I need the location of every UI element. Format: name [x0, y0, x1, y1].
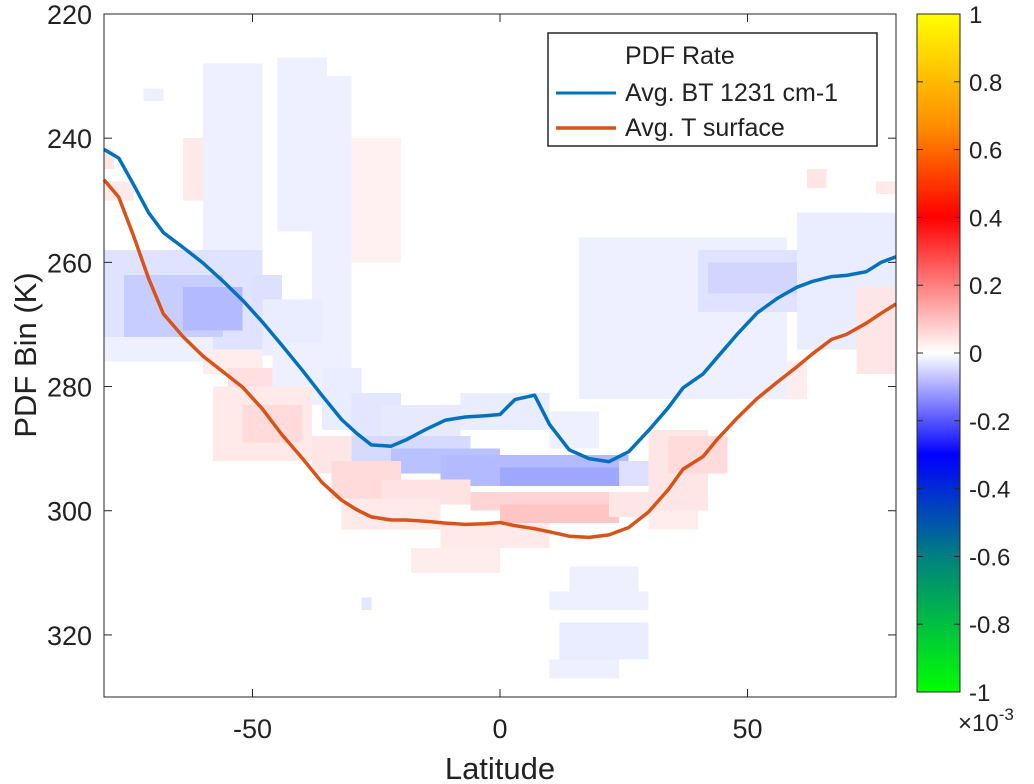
heatmap-cell-35	[341, 498, 441, 530]
colorbar-tick-label-8: 0.6	[969, 138, 1002, 165]
series-lines	[102, 147, 897, 540]
heatmap-cell-33	[500, 504, 619, 524]
heatmap-cell-37	[410, 547, 500, 573]
colorbar-ticks: -1 -0.8 -0.6 -0.4 -0.2 0 0.2 0.4 0.6 0.8 1	[917, 2, 1010, 707]
heatmap-cell-40	[648, 510, 698, 530]
colorbar-tick-label-6: 0.2	[969, 273, 1002, 300]
colorbar-tick-label-1: -0.8	[969, 612, 1010, 639]
x-tick-label-1: 0	[492, 714, 507, 744]
heatmap-cell-4	[203, 63, 263, 250]
heatmap-cell-7	[351, 138, 401, 263]
heatmap-cell-54	[876, 181, 896, 195]
heatmap-cell-28	[500, 467, 629, 486]
legend-entry-bt: Avg. BT 1231 cm-1	[625, 79, 838, 107]
heatmap-cell-43	[549, 591, 649, 611]
y-axis-label: PDF Bin (K)	[8, 272, 43, 437]
heatmap-cell-10	[183, 287, 243, 331]
colorbar: -1 -0.8 -0.6 -0.4 -0.2 0 0.2 0.4 0.6 0.8 1 ×10-3	[916, 2, 1014, 737]
colorbar-tick-label-7: 0.4	[969, 205, 1002, 232]
y-tick-label-0: 220	[47, 0, 92, 30]
colorbar-tick-label-9: 0.8	[969, 70, 1002, 97]
heatmap-cell-42	[569, 566, 639, 592]
colorbar-tick-label-3: -0.4	[969, 477, 1010, 504]
heatmap-cell-15	[227, 367, 273, 387]
colorbar-tick-label-2: -0.6	[969, 544, 1010, 571]
x-axis-label: Latitude	[445, 751, 555, 784]
colorbar-tick-label-5: 0	[969, 341, 982, 368]
y-tick-label-3: 280	[47, 373, 92, 403]
heatmap-cell-21	[549, 411, 599, 449]
colorbar-multiplier-exponent: -3	[999, 705, 1014, 724]
colorbar-multiplier-base: ×10	[958, 710, 999, 737]
colorbar-tick-label-4: -0.2	[969, 409, 1010, 436]
x-axis: -50 0 50	[233, 14, 763, 744]
heatmap-cell-3	[143, 88, 164, 101]
x-tick-label-2: 50	[732, 714, 762, 744]
heatmap-cell-53	[806, 169, 827, 188]
heatmap-cell-0	[104, 150, 114, 170]
y-axis: 220 240 260 280 300 320	[47, 0, 896, 651]
heatmap-cell-39	[668, 436, 728, 474]
y-tick-label-4: 300	[47, 497, 92, 527]
legend: PDF Rate Avg. BT 1231 cm-1 Avg. T surfac…	[547, 32, 878, 147]
series-line-t-surface	[102, 178, 897, 540]
x-tick-label-0: -50	[233, 714, 272, 744]
heatmap-cell-41	[361, 597, 372, 611]
colorbar-multiplier: ×10-3	[958, 705, 1014, 737]
heatmap-cell-48	[707, 262, 797, 294]
heatmap-cell-45	[549, 659, 619, 679]
colorbar-tick-label-10: 1	[969, 2, 982, 29]
y-tick-label-5: 320	[47, 621, 92, 651]
y-tick-label-2: 260	[47, 248, 92, 278]
y-tick-label-1: 240	[47, 124, 92, 154]
series-line-bt-1231	[103, 147, 897, 464]
colorbar-tick-label-0: -1	[969, 680, 990, 707]
heatmap-cell-44	[559, 622, 649, 660]
heatmap-cells	[104, 57, 896, 679]
legend-entry-tsurf: Avg. T surface	[625, 114, 785, 142]
colorbar-gradient	[917, 14, 960, 692]
legend-title: PDF Rate	[625, 42, 735, 70]
heatmap-cell-52	[856, 287, 896, 375]
